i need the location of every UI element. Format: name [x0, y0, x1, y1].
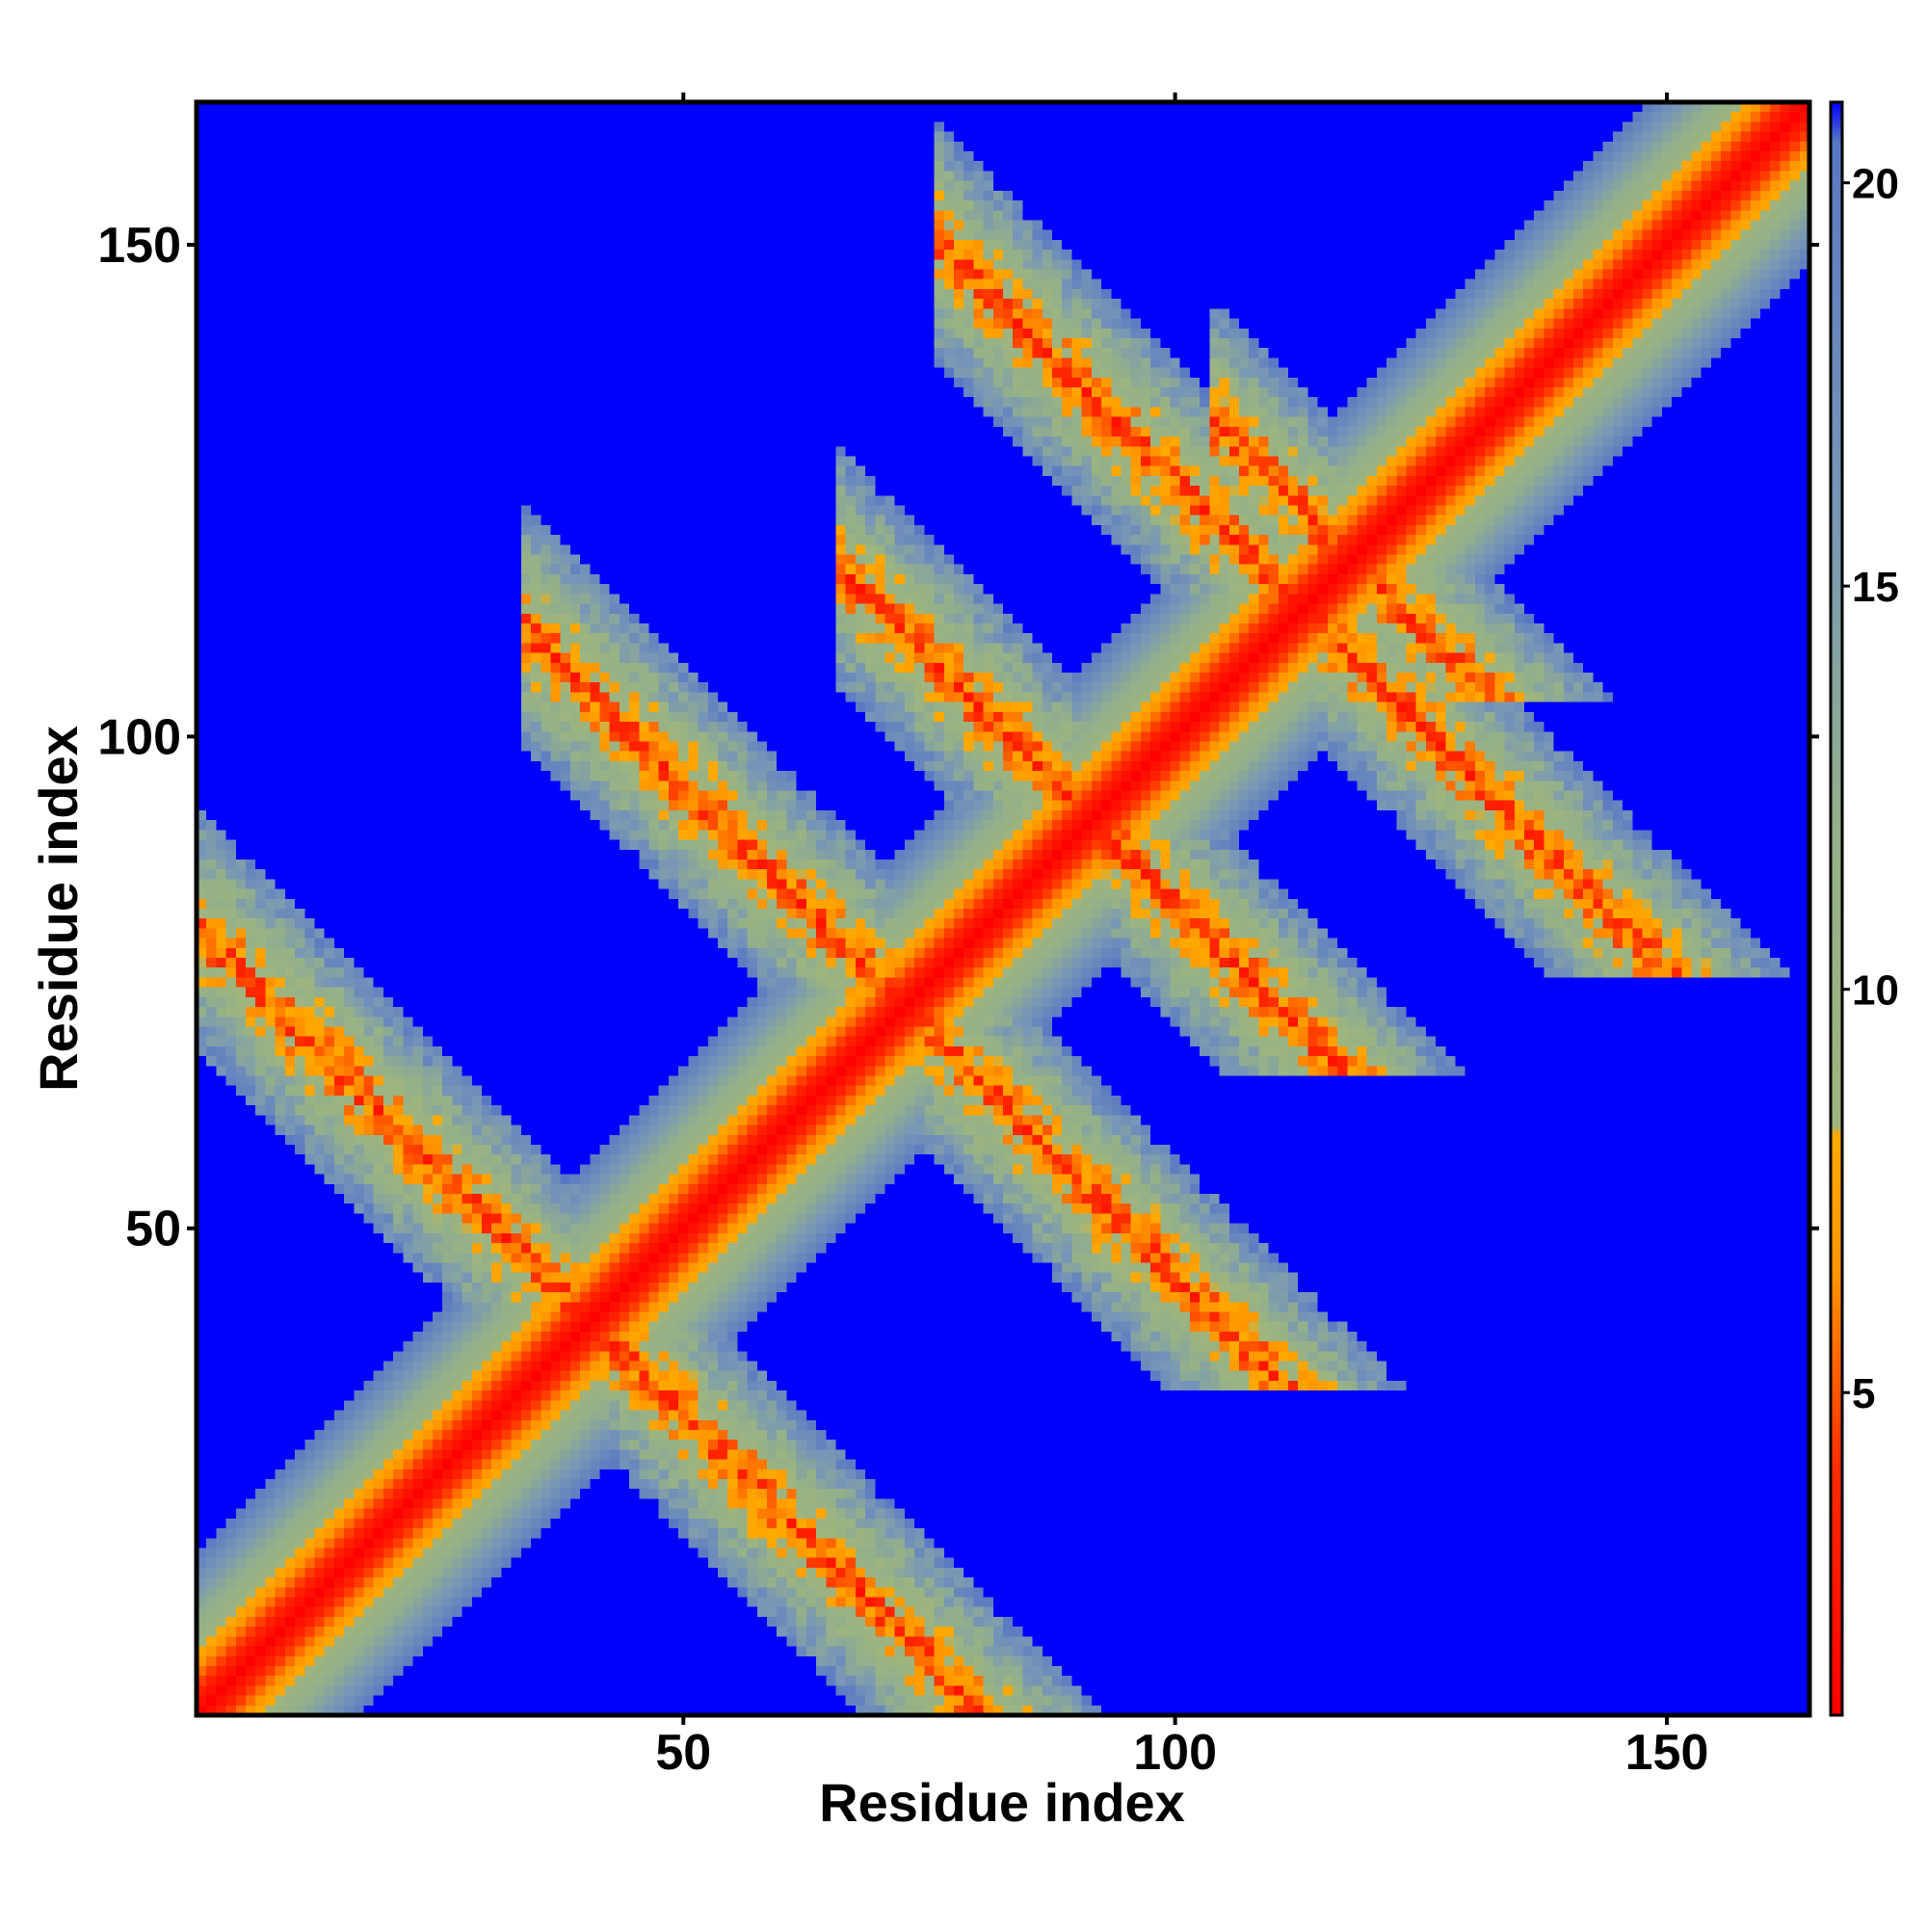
- colorbar-tick-label: 15: [1852, 564, 1899, 611]
- plot-frame: [194, 99, 1812, 1718]
- y-axis-title: Residue index: [28, 726, 89, 1092]
- colorbar-tick-label: 10: [1852, 967, 1899, 1015]
- y-tick-label: 150: [97, 218, 181, 274]
- y-tick-label: 100: [97, 709, 181, 765]
- x-axis-title: Residue index: [819, 1772, 1185, 1833]
- colorbar: 5 10 15 20: [1829, 100, 1899, 1717]
- x-tick-label: 100: [1133, 1725, 1217, 1781]
- colorbar-tick-label: 5: [1852, 1370, 1875, 1417]
- colorbar-gradient: [1829, 100, 1844, 1717]
- heatmap-image: [197, 102, 1809, 1715]
- heatmap-cells: [197, 102, 1809, 1715]
- x-tick-label: 50: [655, 1725, 711, 1781]
- y-tick-label: 50: [125, 1202, 181, 1257]
- axes: 50 100 150 50 100 150: [97, 93, 1819, 1781]
- x-tick-label: 150: [1625, 1725, 1709, 1781]
- colorbar-tick-label: 20: [1852, 161, 1899, 208]
